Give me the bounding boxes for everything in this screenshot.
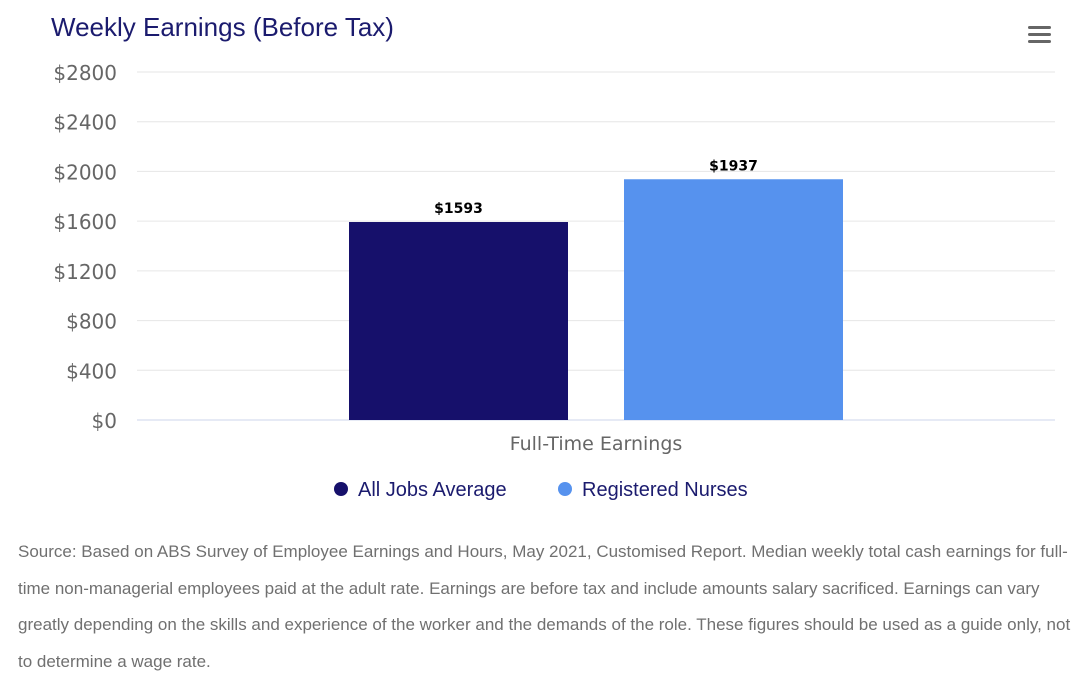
legend-marker[interactable] <box>558 482 572 496</box>
y-tick-label: $1600 <box>53 210 117 234</box>
y-tick-label: $0 <box>92 409 117 433</box>
source-note: Source: Based on ABS Survey of Employee … <box>18 542 1071 671</box>
bar-chart: $0 $400 $800 $1200 $1600 $2000 $2400 $2800 Full-… <box>53 61 1055 501</box>
legend-item[interactable]: All Jobs Average <box>358 479 507 501</box>
y-tick-label: $2400 <box>53 111 117 135</box>
bar-registered-nurses[interactable] <box>624 179 843 420</box>
x-tick-label: Full-Time Earnings <box>510 433 683 455</box>
legend-marker[interactable] <box>334 482 348 496</box>
y-tick-label: $2000 <box>53 160 117 184</box>
hamburger-menu-icon[interactable] <box>1028 26 1051 47</box>
data-label: $1593 <box>434 201 483 217</box>
y-tick-label: $800 <box>66 310 117 334</box>
bar-all-jobs-average[interactable] <box>349 222 568 420</box>
data-label: $1937 <box>709 158 758 174</box>
y-tick-label: $400 <box>66 359 117 383</box>
chart-title: Weekly Earnings (Before Tax) <box>51 12 394 42</box>
legend-item[interactable]: Registered Nurses <box>582 479 748 501</box>
y-tick-label: $1200 <box>53 260 117 284</box>
y-tick-label: $2800 <box>53 61 117 85</box>
